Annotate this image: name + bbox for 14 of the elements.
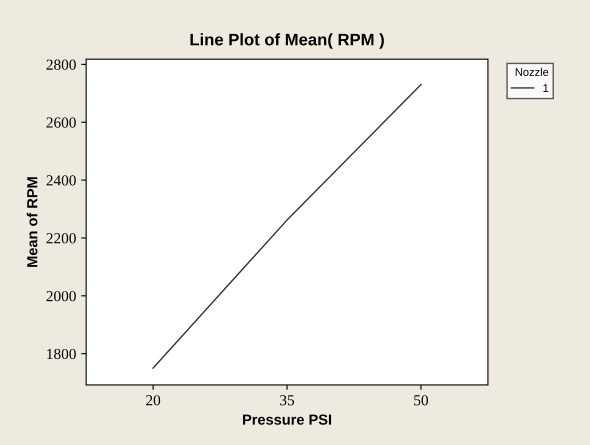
x-axis-title: Pressure PSI (243, 414, 332, 425)
y-axis-title: Mean of RPM (26, 177, 38, 267)
y-tick-label: 2400 (46, 175, 76, 186)
x-tick-label: 35 (280, 395, 294, 406)
x-tick-label: 50 (414, 395, 428, 406)
y-tick-label: 1800 (47, 348, 76, 360)
legend-title: Nozzle (516, 68, 548, 76)
y-tick-label: 2800 (46, 60, 76, 70)
y-tick-label: 2200 (46, 233, 76, 244)
x-tick-label: 20 (146, 395, 160, 406)
y-tick-label: 2600 (46, 117, 76, 128)
chart-title: Line Plot of Mean( RPM ) (190, 33, 384, 49)
legend-label: 1 (543, 84, 548, 92)
y-tick-label: 2000 (46, 290, 76, 302)
